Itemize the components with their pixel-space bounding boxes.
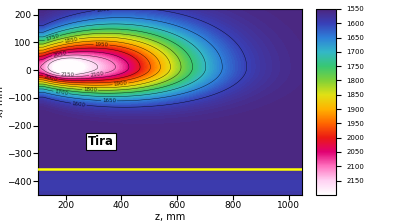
Text: Tira: Tira xyxy=(88,135,114,148)
X-axis label: z, mm: z, mm xyxy=(155,211,185,222)
Y-axis label: x, mm: x, mm xyxy=(0,86,6,117)
Text: 2150: 2150 xyxy=(60,72,74,77)
Text: 1850: 1850 xyxy=(64,36,78,44)
Text: 1800: 1800 xyxy=(83,87,97,93)
Text: 1900: 1900 xyxy=(113,81,128,87)
Text: 1750: 1750 xyxy=(45,33,60,42)
Text: 1650: 1650 xyxy=(102,98,116,103)
Text: 2100: 2100 xyxy=(90,71,104,78)
Text: 2050: 2050 xyxy=(53,50,67,58)
Text: 1950: 1950 xyxy=(94,42,109,47)
Text: 1700: 1700 xyxy=(54,89,68,96)
Text: 2000: 2000 xyxy=(43,74,58,82)
Text: 1600: 1600 xyxy=(72,101,86,108)
Text: T    K: T K xyxy=(316,0,337,2)
Text: 1600: 1600 xyxy=(96,6,110,13)
